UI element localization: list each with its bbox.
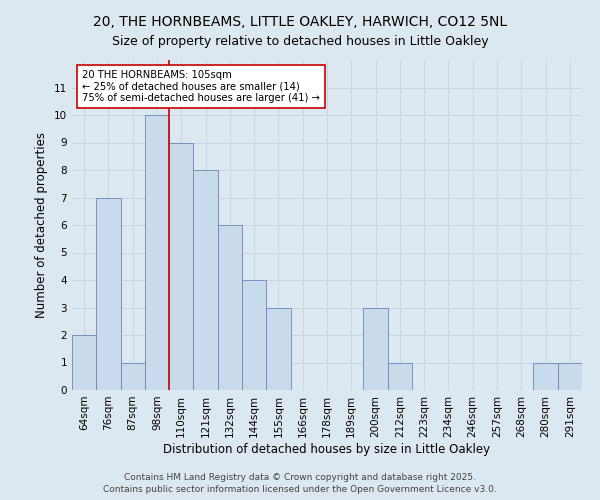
Y-axis label: Number of detached properties: Number of detached properties xyxy=(35,132,49,318)
Bar xyxy=(533,362,558,390)
Bar xyxy=(242,280,266,390)
Text: 20, THE HORNBEAMS, LITTLE OAKLEY, HARWICH, CO12 5NL: 20, THE HORNBEAMS, LITTLE OAKLEY, HARWIC… xyxy=(93,15,507,29)
Bar xyxy=(72,335,96,390)
Bar xyxy=(193,170,218,390)
Bar xyxy=(218,225,242,390)
Text: Size of property relative to detached houses in Little Oakley: Size of property relative to detached ho… xyxy=(112,35,488,48)
Bar xyxy=(388,362,412,390)
Text: 20 THE HORNBEAMS: 105sqm
← 25% of detached houses are smaller (14)
75% of semi-d: 20 THE HORNBEAMS: 105sqm ← 25% of detach… xyxy=(82,70,320,103)
Text: Contains HM Land Registry data © Crown copyright and database right 2025.
Contai: Contains HM Land Registry data © Crown c… xyxy=(103,472,497,494)
X-axis label: Distribution of detached houses by size in Little Oakley: Distribution of detached houses by size … xyxy=(163,442,491,456)
Bar xyxy=(364,308,388,390)
Bar xyxy=(558,362,582,390)
Bar xyxy=(169,142,193,390)
Bar xyxy=(145,115,169,390)
Bar xyxy=(121,362,145,390)
Bar xyxy=(96,198,121,390)
Bar xyxy=(266,308,290,390)
